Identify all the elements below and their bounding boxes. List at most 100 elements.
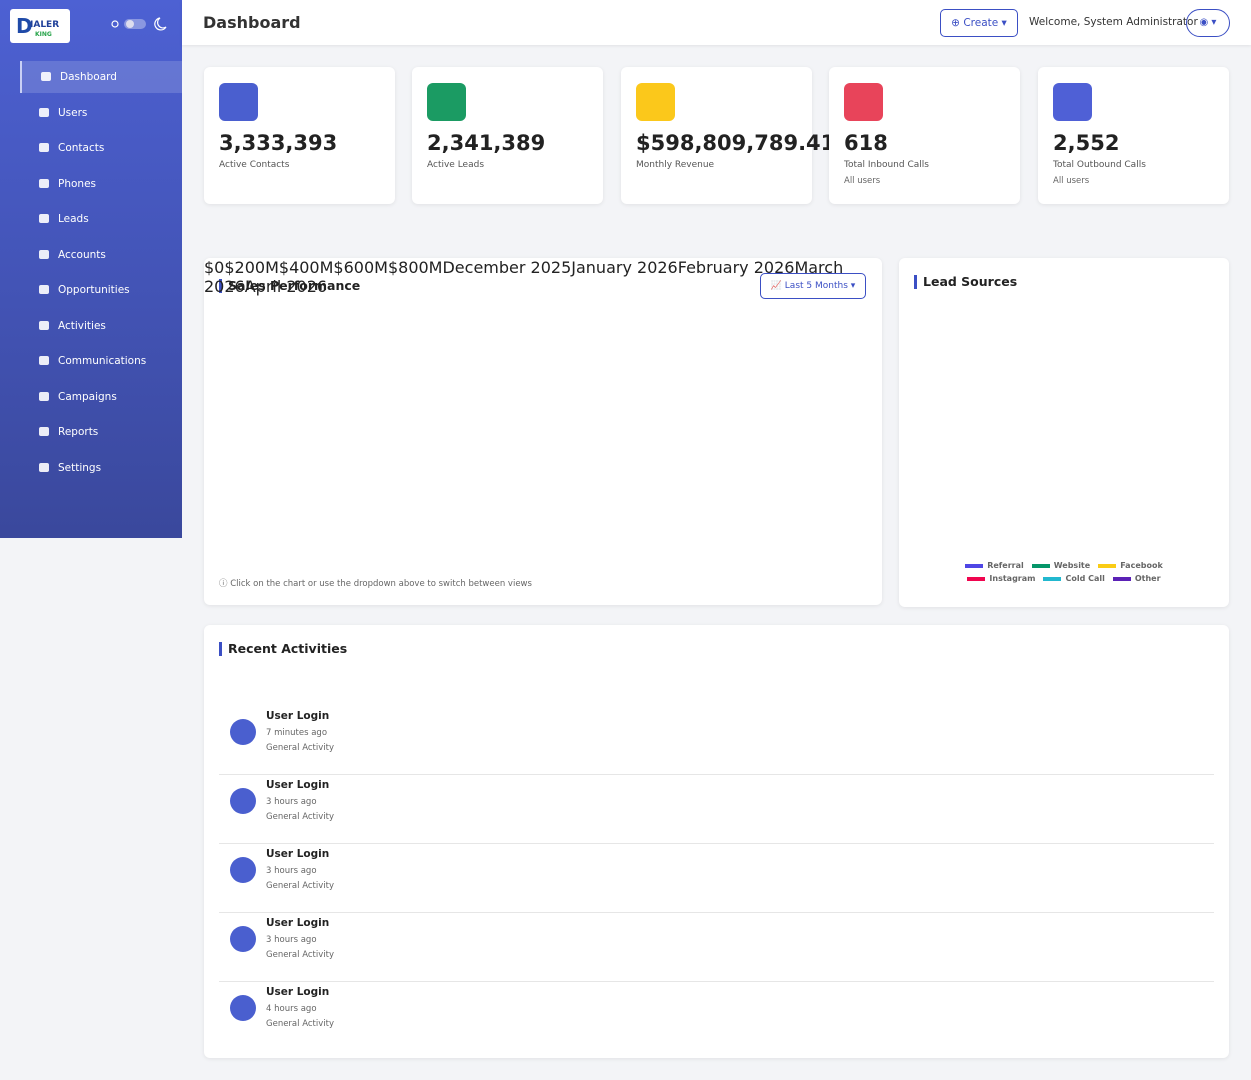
menu-label: Leads — [58, 213, 89, 225]
stat-label: Total Outbound Calls — [1053, 160, 1146, 170]
legend-label: Other — [1134, 574, 1161, 583]
activity-time: 3 hours ago — [266, 797, 317, 807]
menu-icon — [39, 178, 49, 188]
activity-type: General Activity — [266, 881, 334, 891]
header: Dashboard ⊕ Create ▾ Welcome, System Adm… — [182, 0, 1251, 45]
stat-value: 2,341,389 — [427, 131, 546, 155]
menu-label: Reports — [58, 426, 99, 438]
menu-item[interactable]: Phones — [20, 168, 182, 200]
menu-item[interactable]: Users — [20, 97, 182, 129]
menu-item[interactable]: Communications — [20, 345, 182, 377]
stat-icon — [1053, 83, 1092, 121]
activity-time: 7 minutes ago — [266, 728, 328, 738]
activity-type: General Activity — [266, 812, 334, 822]
stat-label: Active Contacts — [219, 160, 290, 170]
legend-swatch — [967, 576, 986, 581]
y-tick-label: $400M — [278, 258, 334, 277]
legend-item[interactable]: Cold Call — [1043, 574, 1105, 583]
legend-item[interactable]: Other — [1112, 574, 1161, 583]
menu-icon — [39, 107, 49, 117]
menu-item[interactable]: Contacts — [20, 132, 182, 164]
menu-label: Users — [58, 106, 88, 119]
menu-item[interactable]: Reports — [20, 416, 182, 448]
stat-label: Total Inbound Calls — [844, 160, 929, 170]
create-button[interactable]: ⊕ Create ▾ — [940, 9, 1018, 37]
menu-label: Contacts — [58, 142, 105, 154]
menu-icon — [39, 285, 49, 294]
legend-swatch — [1098, 563, 1117, 568]
activity-title: User Login — [266, 848, 330, 860]
stat-icon — [636, 83, 675, 121]
menu-label: Activities — [58, 319, 106, 332]
menu-icon — [39, 427, 49, 436]
legend-label: Website — [1053, 561, 1091, 570]
x-tick-label: April 2026 — [244, 277, 328, 296]
menu-label: Phones — [58, 177, 96, 190]
note-text: Click on the chart or use the dropdown a… — [230, 579, 532, 589]
menu-icon — [39, 356, 49, 365]
logo-sub: KING — [35, 31, 52, 38]
logo-mark: D — [16, 14, 33, 38]
sales-card: Sales Performance 📈 Last 5 Months ▾ ⓘ Cl… — [204, 258, 882, 605]
activity-item: User Login 3 hours ago General Activity — [219, 843, 1214, 913]
stat-sub: All users — [1053, 176, 1090, 186]
stat-card: 618 Total Inbound Calls All users — [829, 67, 1020, 204]
line-chart: $0$200M$400M$600M$800MDecember 2025Janua… — [204, 258, 882, 296]
chart-note: ⓘ Click on the chart or use the dropdown… — [219, 579, 532, 589]
menu-icon — [39, 214, 49, 223]
legend-item[interactable]: Instagram — [967, 574, 1035, 583]
legend-swatch — [1031, 563, 1050, 568]
activity-time: 4 hours ago — [266, 1004, 317, 1014]
menu-item[interactable]: Activities — [20, 310, 182, 342]
activity-item: User Login 7 minutes ago General Activity — [219, 705, 1214, 775]
activity-type: General Activity — [266, 950, 334, 960]
activity-title: User Login — [266, 986, 330, 998]
stat-value: 618 — [844, 131, 888, 155]
legend-label: Facebook — [1120, 561, 1163, 570]
menu-item[interactable]: Settings — [20, 452, 182, 484]
x-tick-label: January 2026 — [571, 258, 678, 277]
y-tick-label: $0 — [204, 258, 225, 277]
sidebar: D IALER KING Dashboard Users Contacts Phone… — [0, 0, 184, 538]
activity-item: User Login 4 hours ago General Activity — [219, 981, 1214, 1050]
menu-item[interactable]: Campaigns — [20, 381, 182, 413]
menu-icon — [39, 143, 49, 152]
card-title: Sales Performance — [219, 279, 360, 293]
legend-item[interactable]: Referral — [965, 561, 1024, 570]
menu-icon — [41, 72, 51, 81]
range-dropdown[interactable]: 📈 Last 5 Months ▾ — [760, 273, 866, 299]
activity-title: User Login — [266, 917, 330, 929]
create-label: Create — [963, 17, 999, 29]
stat-card: $598,809,789.41 Monthly Revenue — [621, 67, 835, 204]
logo[interactable]: D IALER KING — [10, 9, 70, 43]
dropdown-label: Last 5 Months — [784, 281, 848, 291]
stat-card: 2,552 Total Outbound Calls All users — [1038, 67, 1229, 204]
menu-icon — [39, 249, 49, 259]
activity-type: General Activity — [266, 743, 334, 753]
legend-item[interactable]: Facebook — [1098, 561, 1163, 570]
stat-icon — [427, 83, 466, 121]
stat-card: 3,333,393 Active Contacts — [204, 67, 395, 204]
menu-item[interactable]: Opportunities — [20, 274, 182, 306]
theme-toggle[interactable] — [105, 15, 170, 33]
activity-icon — [230, 857, 256, 883]
stat-value: $598,809,789.41 — [636, 131, 836, 155]
menu-item[interactable]: Accounts — [20, 239, 182, 271]
stat-card: 2,341,389 Active Leads — [412, 67, 603, 204]
legend-swatch — [1043, 576, 1062, 581]
menu-icon — [39, 320, 49, 330]
activity-item: User Login 3 hours ago General Activity — [219, 774, 1214, 844]
menu-label: Dashboard — [60, 71, 117, 83]
legend-item[interactable]: Website — [1031, 561, 1091, 570]
logo-text: IALER — [30, 20, 60, 30]
user-menu[interactable]: ◉ ▾ — [1186, 9, 1230, 37]
activity-title: User Login — [266, 779, 330, 791]
legend-label: Instagram — [989, 574, 1036, 583]
menu-item[interactable]: Dashboard — [20, 61, 184, 93]
activity-time: 3 hours ago — [266, 866, 317, 876]
y-tick-label: $200M — [224, 258, 279, 277]
stat-sub: All users — [844, 176, 881, 186]
stat-value: 2,552 — [1053, 131, 1120, 155]
menu-item[interactable]: Leads — [20, 203, 182, 235]
activity-icon — [230, 788, 256, 814]
